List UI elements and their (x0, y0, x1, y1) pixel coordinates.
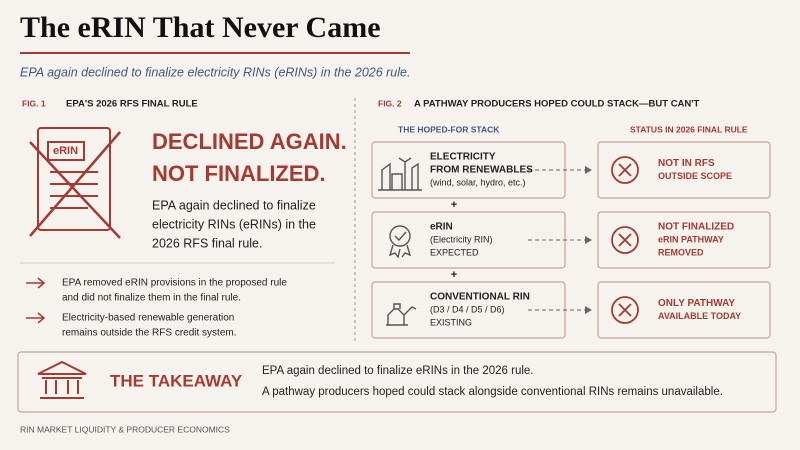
bullet-arrows (26, 277, 46, 324)
column-heading: THE HOPED-FOR STACK (398, 124, 500, 134)
status-text: NOT FINALIZED (658, 222, 734, 233)
stack-title: ELECTRICITY (430, 152, 496, 163)
stack-detail: (D3 / D4 / D5 / D6) (430, 304, 505, 314)
bank-icon (37, 360, 87, 399)
fig-title: EPA'S 2026 RFS FINAL RULE (66, 99, 198, 110)
fig-label: FIG. 2 (378, 98, 402, 108)
stack-title: eRIN (430, 222, 453, 233)
stack-detail: (wind, solar, hydro, etc.) (430, 177, 526, 187)
bullet-text: remains outside the RFS credit system. (62, 328, 237, 339)
stack-detail: EXPECTED (430, 247, 479, 257)
stack-title: CONVENTIONAL RIN (430, 292, 530, 303)
headline: DECLINED AGAIN. (152, 129, 347, 154)
column-heading: STATUS IN 2026 FINAL RULE (630, 124, 748, 134)
status-text: OUTSIDE SCOPE (658, 171, 732, 181)
arrows (528, 169, 585, 311)
bullet-text: Electricity-based renewable generation (62, 313, 234, 324)
document-icon (29, 127, 121, 239)
status-text: NOT IN RFS (658, 158, 715, 169)
stack-icons (378, 157, 422, 326)
arrow-heads (585, 166, 592, 314)
stack-detail: (Electricity RIN) (430, 234, 493, 244)
takeaway-text: EPA again declined to finalize eRINs in … (262, 365, 534, 377)
headline: NOT FINALIZED. (152, 161, 326, 186)
stack-title: FROM RENEWABLES (430, 165, 533, 176)
fig-label: FIG. 1 (22, 98, 46, 108)
icon-label: eRIN (53, 145, 78, 157)
bullet-text: and did not finalize them in the final r… (62, 293, 241, 304)
subtitle: EPA again declined to finalize electrici… (20, 65, 410, 79)
status-text: REMOVED (658, 247, 704, 257)
body-text: EPA again declined to finalize (152, 198, 316, 212)
boxes (17, 141, 777, 413)
footer: RIN MARKET LIQUIDITY & PRODUCER ECONOMIC… (20, 424, 230, 434)
title: The eRIN That Never Came (20, 11, 381, 44)
status-text: ONLY PATHWAY (658, 298, 735, 309)
body-text: 2026 RFS final rule. (152, 236, 262, 250)
status-text: eRIN PATHWAY (658, 234, 724, 244)
stack-detail: EXISTING (430, 317, 472, 327)
takeaway-text: A pathway producers hoped could stack al… (262, 386, 723, 398)
bullet-text: EPA removed eRIN provisions in the propo… (62, 278, 287, 289)
connector: + (451, 269, 457, 281)
connector: + (451, 199, 457, 211)
fig-title: A PATHWAY PRODUCERS HOPED COULD STACK—BU… (414, 99, 700, 110)
takeaway-label: THE TAKEAWAY (110, 371, 243, 390)
status-text: AVAILABLE TODAY (658, 311, 741, 321)
body-text: electricity RINs (eRINs) in the (152, 217, 316, 231)
x-circles (611, 156, 639, 324)
